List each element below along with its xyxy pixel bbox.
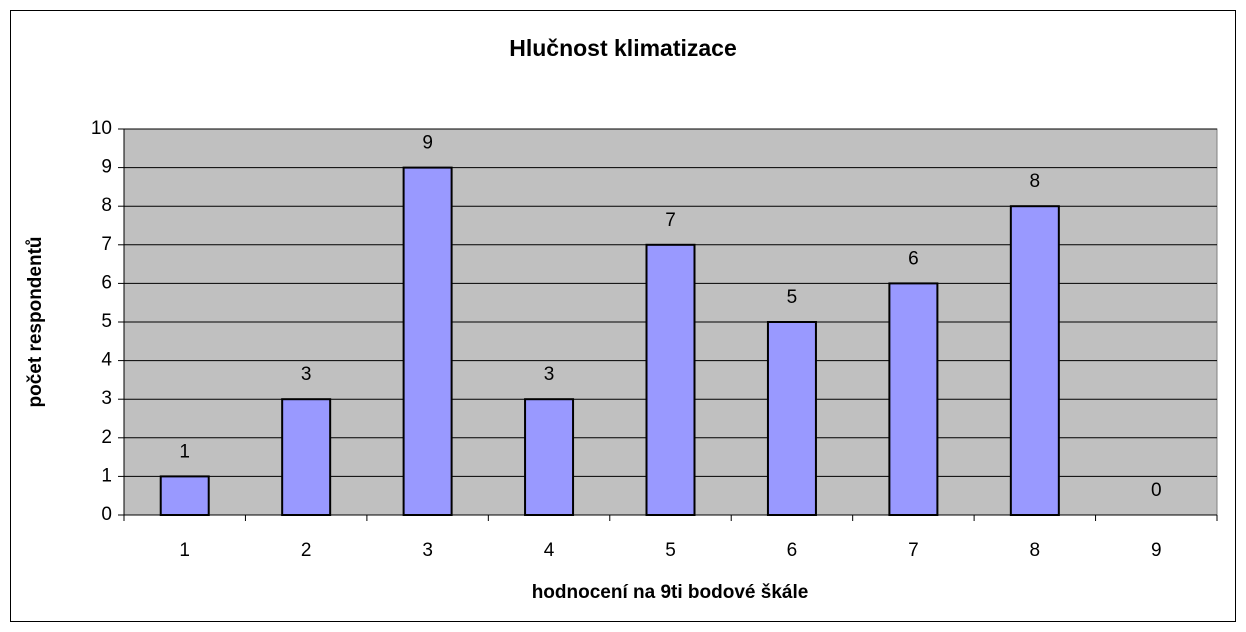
data-label: 1 xyxy=(179,441,190,462)
data-label: 7 xyxy=(665,210,676,231)
data-label: 8 xyxy=(1030,171,1041,192)
data-label: 0 xyxy=(1151,480,1162,501)
data-label: 9 xyxy=(422,133,433,154)
y-tick-label: 4 xyxy=(101,350,112,371)
y-tick-label: 3 xyxy=(101,388,112,409)
y-tick-label: 9 xyxy=(101,157,112,178)
x-tick-label: 2 xyxy=(301,540,312,561)
x-tick-label: 5 xyxy=(665,540,676,561)
x-tick-label: 4 xyxy=(544,540,555,561)
data-label: 3 xyxy=(544,364,555,385)
bar xyxy=(888,282,939,516)
bar xyxy=(159,475,210,516)
data-label: 6 xyxy=(908,248,919,269)
chart-title: Hlučnost klimatizace xyxy=(509,35,737,61)
x-tick-label: 9 xyxy=(1151,540,1162,561)
x-tick-label: 1 xyxy=(179,540,190,561)
bar xyxy=(402,166,453,516)
x-tick-label: 6 xyxy=(787,540,798,561)
bar xyxy=(281,398,332,517)
y-axis-label: počet respondentů xyxy=(25,236,46,407)
y-tick-label: 8 xyxy=(101,195,112,216)
y-tick-label: 7 xyxy=(101,234,112,255)
x-tick-label: 3 xyxy=(422,540,433,561)
data-label: 3 xyxy=(301,364,312,385)
y-tick-label: 10 xyxy=(91,118,112,139)
x-tick-label: 7 xyxy=(908,540,919,561)
y-tick-label: 1 xyxy=(101,465,112,486)
bar xyxy=(645,243,696,517)
bar xyxy=(766,321,817,516)
x-axis-label: hodnocení na 9ti bodové škále xyxy=(532,582,809,603)
bar xyxy=(1009,205,1060,516)
bar xyxy=(524,398,575,517)
x-tick-label: 8 xyxy=(1030,540,1041,561)
y-tick-label: 5 xyxy=(101,311,112,332)
y-tick-label: 6 xyxy=(101,272,112,293)
y-tick-label: 0 xyxy=(101,504,112,525)
y-tick-label: 2 xyxy=(101,427,112,448)
data-label: 5 xyxy=(787,287,798,308)
